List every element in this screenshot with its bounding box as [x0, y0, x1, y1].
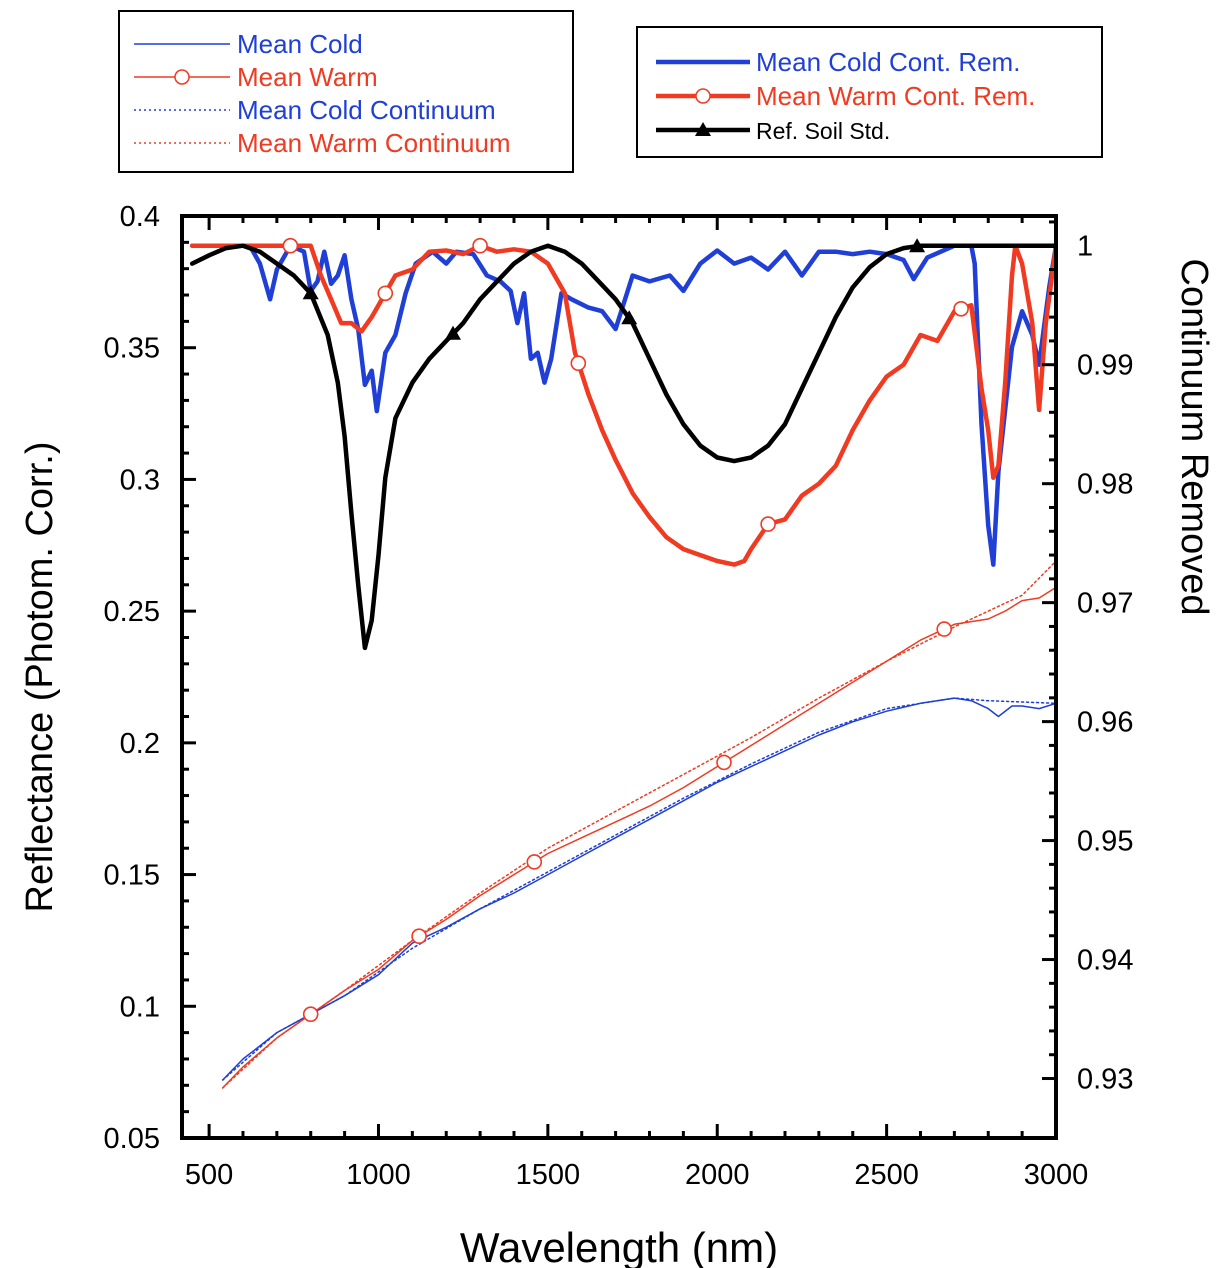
y2-tick-label: 0.95 — [1077, 826, 1133, 858]
series-marker-mean-warm-cont-rem-4 — [570, 355, 587, 372]
series-line-mean-warm-cont-rem — [189, 243, 1056, 567]
x-tick-label: 2500 — [854, 1159, 919, 1191]
series-marker-mean-warm-cont-rem-6 — [953, 300, 969, 317]
series-line-mean-cold-continuum — [221, 697, 1056, 1081]
series-line-mean-cold — [221, 697, 1056, 1081]
y-tick-label: 0.15 — [104, 860, 160, 892]
series-marker-mean-warm-cont-rem-5 — [760, 516, 776, 532]
y2-tick-label: 1 — [1077, 231, 1093, 263]
series-marker-ref-soil-std-4 — [909, 238, 926, 253]
series-marker-mean-warm-cont-rem-2 — [377, 285, 394, 302]
series-marker-mean-warm-1 — [302, 1006, 319, 1023]
y2-tick-label: 0.96 — [1077, 707, 1133, 739]
y-tick-label: 0.35 — [104, 333, 160, 365]
legend-left-frame — [118, 10, 574, 173]
legend-label-ref-soil-std: Ref. Soil Std. — [756, 118, 890, 144]
series-marker-ref-soil-std-2 — [445, 325, 461, 340]
series-marker-mean-warm-3 — [526, 854, 543, 870]
y-tick-label: 0.3 — [120, 464, 160, 496]
y-tick-label: 0.1 — [120, 991, 160, 1023]
legend-left: Mean Cold Mean Warm Mean Cold Continuum … — [118, 10, 574, 173]
legend-label-mean-warm-cont-rem: Mean Warm Cont. Rem. — [756, 81, 1035, 111]
series-line-mean-warm — [221, 586, 1056, 1089]
series-marker-mean-warm-cont-rem-3 — [472, 237, 488, 254]
x-axis-label: Wavelength (nm) — [460, 1224, 778, 1268]
legend-marker-mean-warm-cont-rem — [695, 88, 711, 104]
marker-layer — [282, 237, 969, 1023]
y2-tick-label: 0.93 — [1077, 1064, 1133, 1096]
legend-right: Mean Cold Cont. Rem. Mean Warm Cont. Rem… — [636, 26, 1103, 158]
series-marker-mean-warm-4 — [716, 754, 732, 771]
legend-label-mean-cold-continuum: Mean Cold Continuum — [237, 95, 496, 125]
y-tick-label: 0.25 — [104, 596, 160, 628]
y2-tick-label: 0.98 — [1077, 469, 1133, 501]
legend-label-mean-cold-cont-rem: Mean Cold Cont. Rem. — [756, 47, 1020, 77]
series-marker-ref-soil-std-3 — [621, 310, 638, 325]
series-line-ref-soil-std — [189, 243, 1056, 651]
series-line-mean-cold-cont-rem — [189, 243, 1056, 567]
y-tick-label: 0.4 — [120, 201, 160, 233]
x-tick-label: 2000 — [685, 1159, 750, 1191]
series-marker-mean-warm-2 — [411, 928, 427, 945]
x-tick-label: 1000 — [346, 1159, 411, 1191]
legend-marker-ref-soil-std — [695, 122, 711, 136]
series-marker-mean-warm-5 — [936, 621, 953, 637]
tick-layer: 500 1000 1500 2000 2500 3000 0.05 0.1 0.15 0.2 0.2… — [104, 201, 1134, 1191]
legend-label-mean-warm-continuum: Mean Warm Continuum — [237, 128, 511, 158]
y2-axis-label: Continuum Removed — [1173, 259, 1215, 616]
y-axis-label: Reflectance (Photom. Corr.) — [19, 442, 61, 913]
plot-frame — [180, 214, 1058, 1140]
series-marker-ref-soil-std-1 — [302, 285, 319, 300]
legend-label-mean-cold: Mean Cold — [237, 29, 363, 59]
y2-tick-label: 0.97 — [1077, 588, 1133, 620]
x-tick-label: 500 — [185, 1159, 233, 1191]
x-tick-label: 3000 — [1024, 1159, 1089, 1191]
series-marker-mean-warm-cont-rem-1 — [282, 237, 299, 254]
y2-tick-label: 0.99 — [1077, 350, 1133, 382]
legend-marker-mean-warm — [174, 69, 190, 85]
legend-label-mean-warm: Mean Warm — [237, 62, 378, 92]
y-tick-label: 0.05 — [104, 1123, 160, 1155]
legend-right-frame — [636, 26, 1103, 158]
y2-tick-label: 0.94 — [1077, 945, 1133, 977]
series-layer — [189, 243, 1056, 1089]
x-tick-label: 1500 — [516, 1159, 581, 1191]
y-tick-label: 0.2 — [120, 728, 160, 760]
